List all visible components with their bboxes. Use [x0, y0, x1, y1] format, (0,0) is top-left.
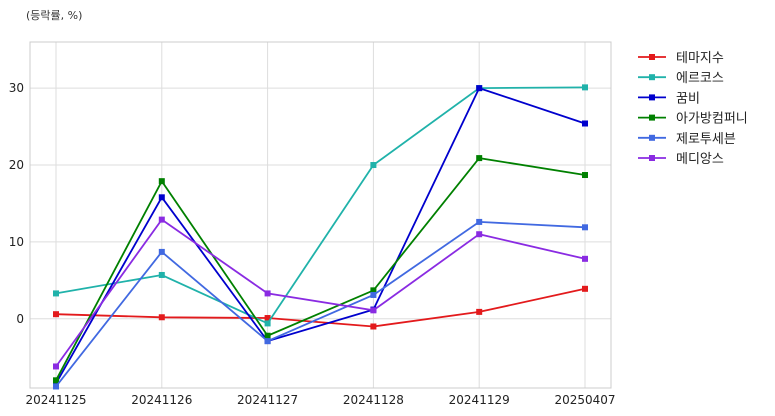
x-tick-label: 20241128 — [343, 393, 404, 407]
data-point — [53, 311, 59, 318]
y-tick-label: 0 — [16, 312, 24, 326]
data-point — [264, 320, 271, 327]
data-point — [158, 271, 165, 278]
data-point — [53, 380, 59, 387]
legend-swatch-marker — [649, 74, 655, 81]
legend-item: 제로투세븐 — [638, 132, 736, 147]
data-point — [158, 216, 165, 223]
series-line — [55, 157, 586, 381]
series-layer — [53, 84, 588, 390]
data-point — [370, 323, 377, 330]
data-point — [582, 84, 588, 91]
y-tick-label: 20 — [9, 158, 24, 172]
legend-item: 아가방컴퍼니 — [638, 112, 748, 127]
series-line — [55, 287, 586, 328]
series-line — [55, 86, 586, 325]
data-point — [582, 224, 588, 231]
data-point — [370, 307, 377, 314]
series-3 — [53, 155, 588, 384]
data-point — [158, 194, 165, 201]
data-point — [582, 285, 588, 292]
series-4 — [53, 218, 588, 390]
legend-label: 아가방컴퍼니 — [676, 112, 748, 127]
unit-label: (등락률, %) — [26, 9, 82, 22]
data-point — [53, 383, 59, 390]
series-line — [55, 86, 586, 384]
legend-label: 테마지수 — [676, 51, 724, 66]
legend-swatch-marker — [649, 114, 655, 121]
data-point — [158, 314, 165, 321]
data-point — [476, 155, 483, 162]
data-point — [264, 332, 271, 339]
data-point — [476, 218, 483, 225]
legend-item: 테마지수 — [638, 51, 724, 66]
legend-label: 제로투세븐 — [676, 132, 736, 147]
data-point — [53, 290, 59, 297]
legend-swatch-marker — [649, 94, 655, 101]
data-point — [476, 308, 483, 315]
legend-item: 꿈비 — [638, 91, 700, 106]
data-point — [582, 120, 588, 127]
legend-item: 메디앙스 — [638, 152, 724, 167]
data-point — [370, 287, 377, 294]
data-point — [264, 290, 271, 297]
data-point — [264, 315, 271, 322]
plot-frame — [29, 41, 612, 389]
x-tick-label: 20241126 — [131, 393, 192, 407]
grid-layer — [30, 42, 611, 388]
series-line — [55, 218, 586, 368]
data-point — [158, 248, 165, 255]
data-point — [582, 172, 588, 179]
legend-label: 꿈비 — [676, 91, 700, 106]
legend-swatch-marker — [649, 134, 655, 141]
data-point — [53, 377, 59, 384]
axis-layer: 20241125 20241126 20241127 20241128 20241129… — [9, 81, 616, 407]
series-1 — [53, 84, 588, 327]
x-tick-label: 20250407 — [554, 393, 615, 407]
data-point — [476, 85, 483, 92]
x-tick-label: 20241127 — [237, 393, 298, 407]
legend-label: 에르코스 — [676, 71, 724, 86]
legend-swatch-marker — [649, 155, 655, 161]
series-line — [55, 220, 586, 388]
legend-item: 에르코스 — [638, 71, 724, 86]
series-5 — [53, 216, 588, 370]
data-point — [264, 338, 271, 345]
y-tick-label: 10 — [9, 235, 24, 249]
data-point — [370, 162, 377, 169]
series-0 — [53, 285, 588, 330]
data-point — [582, 255, 588, 262]
data-point — [53, 363, 59, 370]
y-tick-label: 30 — [9, 81, 24, 95]
x-tick-label: 20241125 — [25, 393, 86, 407]
data-point — [370, 291, 377, 298]
data-point — [158, 178, 165, 185]
data-point — [476, 231, 483, 238]
x-tick-label: 20241129 — [449, 393, 510, 407]
legend-swatch-marker — [649, 54, 655, 60]
legend-label: 메디앙스 — [676, 152, 724, 167]
